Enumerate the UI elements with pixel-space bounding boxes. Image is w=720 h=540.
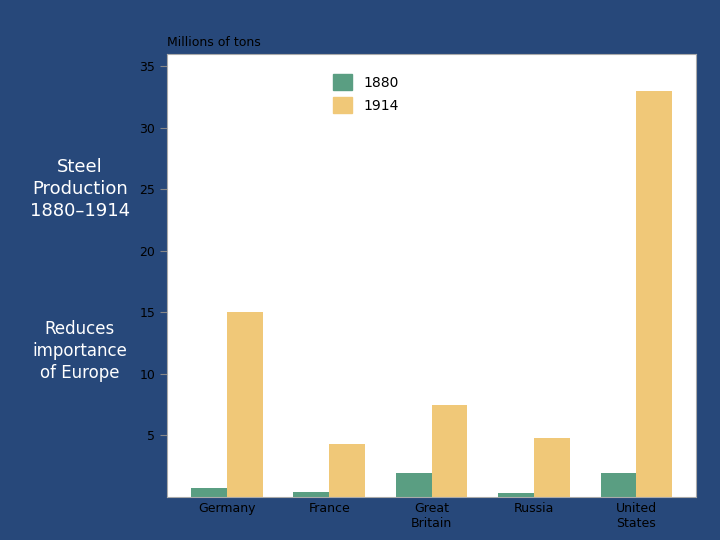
Bar (636, 91, 672, 497)
Text: Reduces
importance
of Europe: Reduces importance of Europe (32, 320, 127, 382)
Bar (294, 492, 329, 497)
Bar (534, 438, 570, 497)
Text: Steel
Production
1880–1914: Steel Production 1880–1914 (30, 158, 130, 220)
Text: Millions of tons: Millions of tons (167, 36, 261, 49)
Bar (396, 474, 432, 497)
Legend: 1880, 1914: 1880, 1914 (333, 74, 399, 113)
Bar (600, 474, 636, 497)
Bar (432, 404, 467, 497)
Bar (227, 312, 263, 497)
Bar (498, 493, 534, 497)
Bar (191, 488, 227, 497)
Bar (329, 444, 365, 497)
